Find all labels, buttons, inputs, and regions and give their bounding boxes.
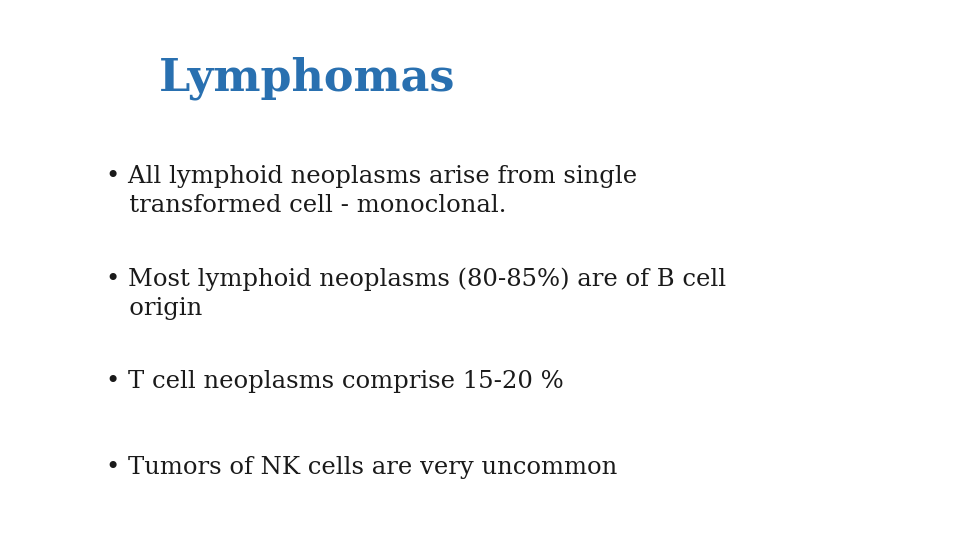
Text: • All lymphoid neoplasms arise from single
   transformed cell - monoclonal.: • All lymphoid neoplasms arise from sing… <box>106 165 636 217</box>
Text: • Most lymphoid neoplasms (80-85%) are of B cell
   origin: • Most lymphoid neoplasms (80-85%) are o… <box>106 267 726 320</box>
Text: • Tumors of NK cells are very uncommon: • Tumors of NK cells are very uncommon <box>106 456 617 480</box>
Text: • T cell neoplasms comprise 15-20 %: • T cell neoplasms comprise 15-20 % <box>106 370 564 393</box>
Text: Lymphomas: Lymphomas <box>158 57 455 100</box>
